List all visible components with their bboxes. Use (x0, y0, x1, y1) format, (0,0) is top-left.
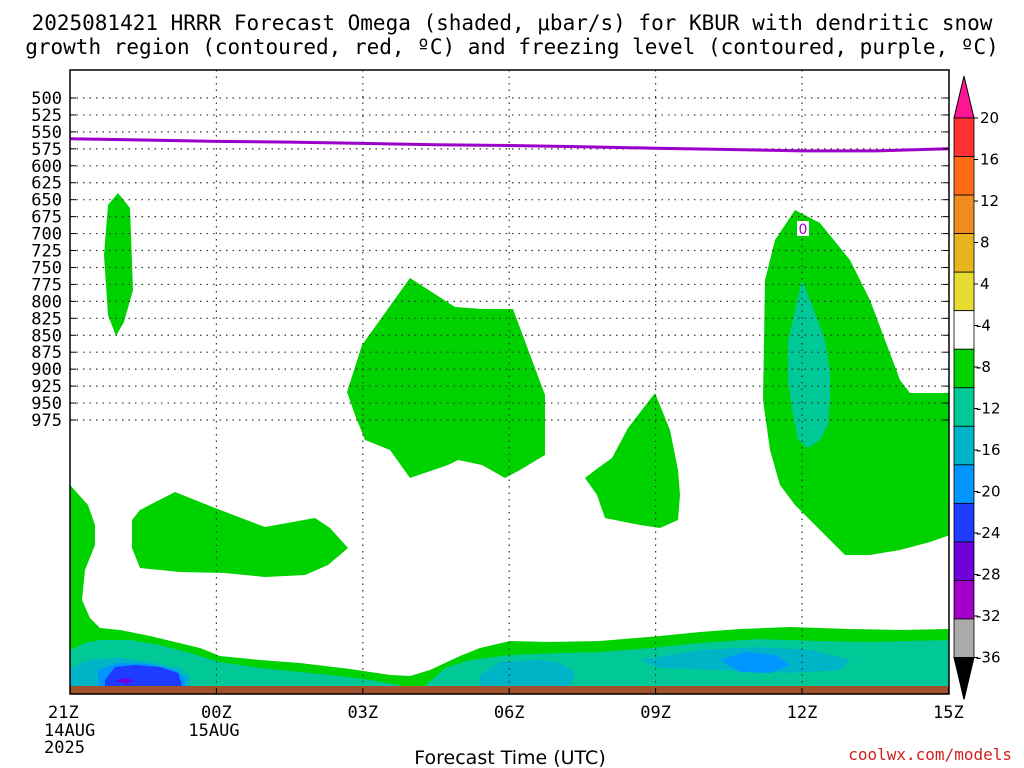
y-tick-label: 750 (31, 258, 62, 278)
chart-title-line1: 2025081421 HRRR Forecast Omega (shaded, … (32, 11, 993, 35)
y-tick-label: 700 (31, 225, 62, 245)
colorbar-bin (953, 387, 975, 427)
x-tick-label: 03Z (347, 703, 378, 723)
omega-green-region (104, 193, 133, 336)
colorbar-label: 12 (980, 192, 999, 210)
omega-green-region (132, 492, 348, 577)
x-tick-sublabel: 2025 (44, 738, 85, 758)
x-axis-title: Forecast Time (UTC) (414, 747, 605, 768)
colorbar-bin (953, 618, 975, 658)
colorbar-bin (953, 464, 975, 504)
y-axis: 5005255505756006256506757007257507758008… (31, 89, 949, 431)
colorbar-bin (953, 502, 975, 543)
chart-title-line2: growth region (contoured, red, ºC) and f… (25, 35, 999, 59)
colorbar-label: -8 (976, 358, 991, 376)
colorbar-bin (953, 156, 975, 196)
colorbar-label: -16 (976, 441, 1001, 459)
x-tick-label: 09Z (640, 703, 671, 723)
colorbar-bottom-arrow (953, 657, 975, 700)
y-tick-label: 875 (31, 343, 62, 363)
colorbar-bin (953, 117, 975, 157)
colorbar-label: 16 (980, 151, 999, 169)
y-tick-label: 650 (31, 191, 62, 211)
colorbar-bin (953, 425, 975, 466)
colorbar-label: 8 (980, 234, 990, 252)
y-tick-label: 675 (31, 208, 62, 228)
x-tick-label: 21Z (48, 703, 79, 723)
colorbar-bin (953, 348, 975, 389)
colorbar: 20 16 12 8 4 -4 -8 -12 -16 -20 -24 -28 -32 -36 (953, 75, 1001, 700)
x-tick-label: 15Z (933, 703, 964, 723)
y-tick-label: 725 (31, 242, 62, 262)
colorbar-label: 4 (980, 275, 990, 293)
y-tick-label: 850 (31, 326, 62, 346)
omega-purple-spot (116, 678, 133, 684)
x-tick-label: 12Z (787, 703, 818, 723)
y-tick-label: 775 (31, 275, 62, 295)
omega-blue-region (720, 652, 790, 673)
colorbar-label: -20 (976, 483, 1001, 501)
x-tick-label: 06Z (494, 703, 525, 723)
x-tick-sublabel: 14AUG (44, 721, 95, 741)
omega-green-region (70, 485, 949, 688)
grid-lines (70, 70, 949, 694)
y-tick-label: 600 (31, 157, 62, 177)
colorbar-label: -28 (976, 566, 1001, 584)
y-tick-label: 975 (31, 411, 62, 431)
y-tick-label: 500 (31, 89, 62, 109)
y-tick-label: 575 (31, 140, 62, 160)
x-tick-label: 00Z (201, 703, 232, 723)
freezing-level-label-group: 0 (797, 221, 809, 238)
omega-teal-region (788, 280, 830, 448)
omega-shading (70, 193, 949, 688)
x-tick-sublabel: 15AUG (188, 721, 239, 741)
colorbar-label: -4 (976, 317, 991, 335)
y-tick-label: 550 (31, 123, 62, 143)
omega-green-region (585, 393, 680, 528)
colorbar-label: -24 (976, 524, 1001, 542)
y-tick-label: 625 (31, 174, 62, 194)
colorbar-bin (953, 233, 975, 273)
freezing-level-label: 0 (799, 222, 808, 238)
y-tick-label: 900 (31, 360, 62, 380)
colorbar-top-arrow (953, 75, 975, 119)
colorbar-bin (953, 580, 975, 620)
y-tick-label: 825 (31, 309, 62, 329)
y-tick-label: 925 (31, 377, 62, 397)
omega-green-region (347, 278, 545, 478)
omega-cyan-region (480, 660, 575, 688)
colorbar-label: -12 (976, 400, 1001, 418)
colorbar-label: -36 (976, 649, 1001, 667)
colorbar-label: 20 (980, 109, 999, 127)
colorbar-bin (953, 541, 975, 581)
colorbar-bin (953, 271, 975, 312)
credit-text: coolwx.com/models (848, 745, 1012, 764)
y-tick-label: 950 (31, 394, 62, 414)
colorbar-bin (953, 194, 975, 235)
colorbar-label: -32 (976, 607, 1001, 625)
y-tick-label: 525 (31, 106, 62, 126)
colorbar-bin (953, 310, 975, 350)
freezing-level-line (69, 137, 949, 153)
omega-green-region (763, 210, 949, 555)
freezing-label-bg (797, 221, 809, 236)
y-tick-label: 800 (31, 292, 62, 312)
